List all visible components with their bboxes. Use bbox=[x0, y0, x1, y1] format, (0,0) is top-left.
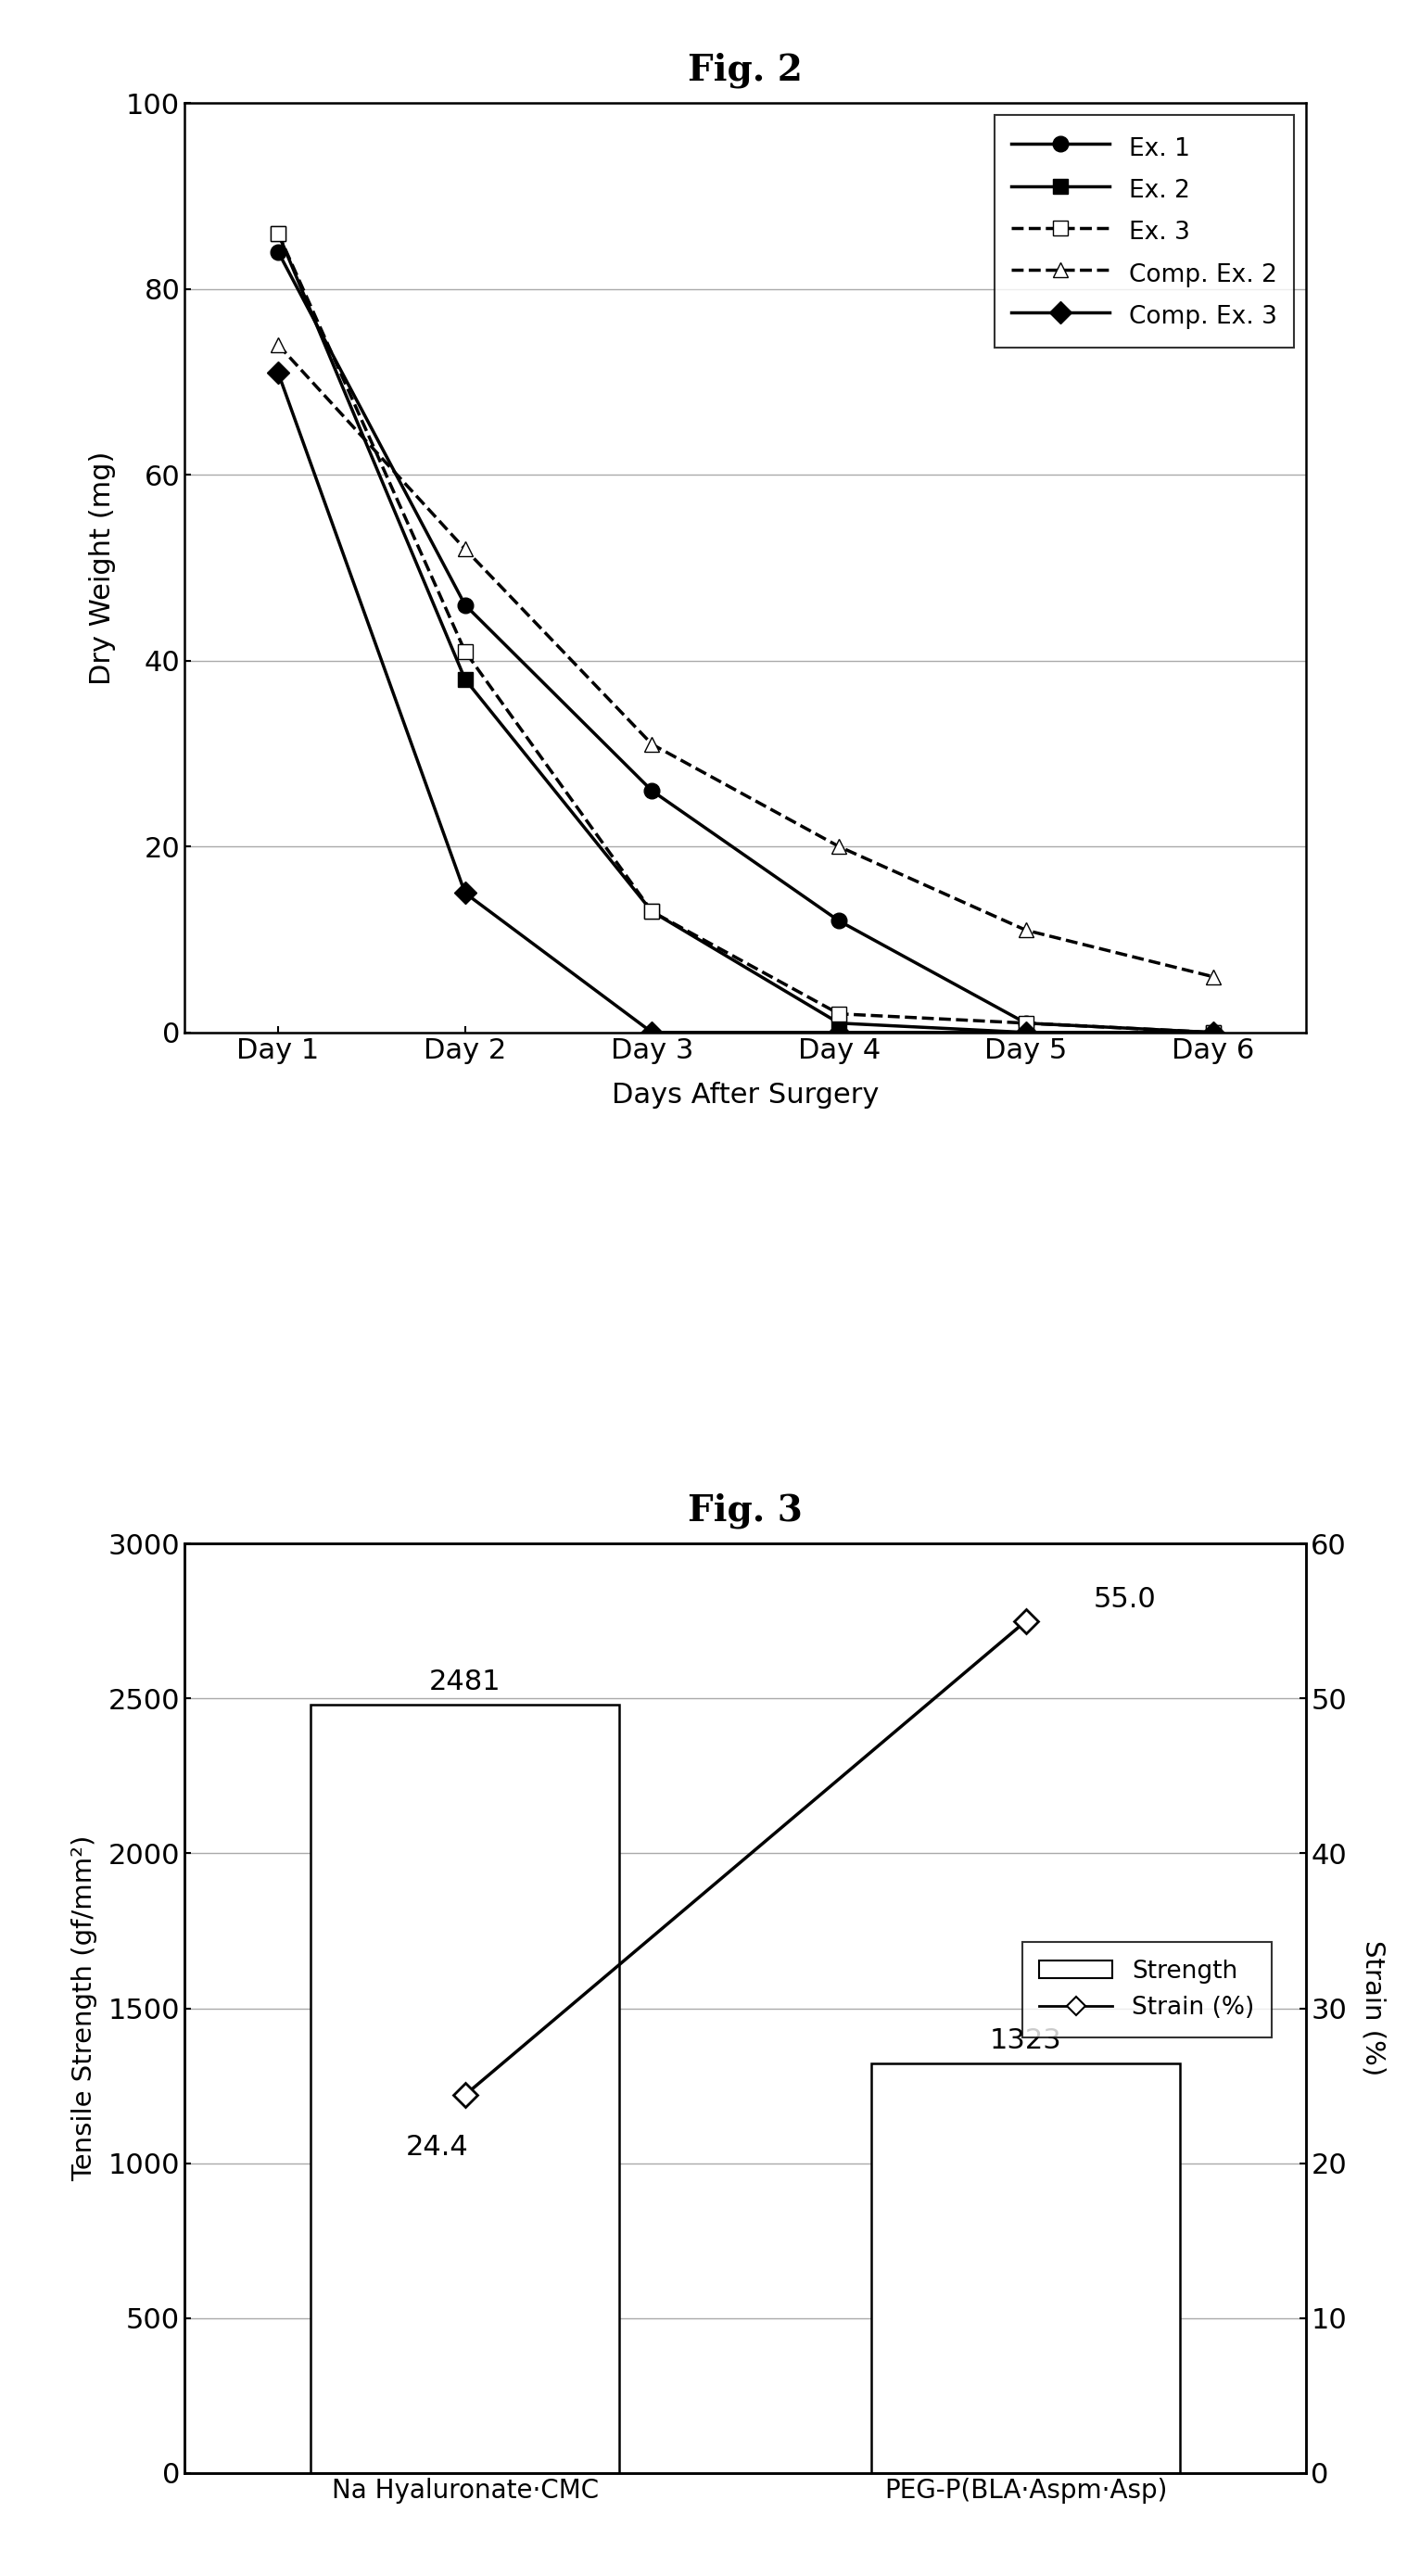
Line: Ex. 2: Ex. 2 bbox=[270, 227, 1221, 1041]
Legend: Strength, Strain (%): Strength, Strain (%) bbox=[1022, 1942, 1272, 2038]
Text: 24.4: 24.4 bbox=[406, 2133, 469, 2161]
Title: Fig. 2: Fig. 2 bbox=[689, 52, 802, 88]
Ex. 1 bbox=[1204, 1018, 1221, 1048]
Ex. 3 bbox=[1204, 1018, 1221, 1048]
Text: 55.0: 55.0 bbox=[1093, 1587, 1156, 1613]
Line: Ex. 3: Ex. 3 bbox=[270, 227, 1221, 1041]
Comp. Ex. 3 bbox=[456, 878, 473, 909]
Ex. 1 bbox=[1017, 1007, 1034, 1038]
Ex. 3 bbox=[270, 219, 287, 250]
Comp. Ex. 3 bbox=[1017, 1018, 1034, 1048]
Line: Ex. 1: Ex. 1 bbox=[270, 245, 1221, 1041]
Ex. 2 bbox=[1204, 1018, 1221, 1048]
Ex. 1 bbox=[643, 775, 660, 806]
Comp. Ex. 2 bbox=[1204, 961, 1221, 992]
Ex. 3 bbox=[643, 896, 660, 927]
Ex. 2 bbox=[456, 665, 473, 696]
Bar bbox=[311, 1705, 619, 2473]
Ex. 1 bbox=[831, 904, 848, 935]
Ex. 2 bbox=[270, 219, 287, 250]
Line: Comp. Ex. 3: Comp. Ex. 3 bbox=[270, 366, 1221, 1041]
Ex. 3 bbox=[831, 999, 848, 1030]
Ex. 3 bbox=[456, 636, 473, 667]
Y-axis label: Tensile Strength (gf/mm²): Tensile Strength (gf/mm²) bbox=[72, 1834, 98, 2182]
Text: 2481: 2481 bbox=[429, 1669, 501, 1695]
Ex. 1 bbox=[270, 237, 287, 268]
Line: Comp. Ex. 2: Comp. Ex. 2 bbox=[270, 337, 1221, 984]
Ex. 2 bbox=[1017, 1018, 1034, 1048]
Comp. Ex. 2 bbox=[643, 729, 660, 760]
Ex. 2 bbox=[831, 1007, 848, 1038]
Y-axis label: Strain (%): Strain (%) bbox=[1360, 1940, 1386, 2076]
Comp. Ex. 2 bbox=[831, 832, 848, 863]
Ex. 1 bbox=[456, 590, 473, 621]
Text: 1323: 1323 bbox=[990, 2027, 1062, 2053]
X-axis label: Days After Surgery: Days After Surgery bbox=[612, 1082, 879, 1108]
Ex. 2 bbox=[643, 896, 660, 927]
Comp. Ex. 3 bbox=[831, 1018, 848, 1048]
Legend: Ex. 1, Ex. 2, Ex. 3, Comp. Ex. 2, Comp. Ex. 3: Ex. 1, Ex. 2, Ex. 3, Comp. Ex. 2, Comp. … bbox=[994, 116, 1294, 348]
Comp. Ex. 2 bbox=[456, 533, 473, 564]
Comp. Ex. 3 bbox=[270, 358, 287, 389]
Comp. Ex. 2 bbox=[1017, 914, 1034, 945]
Title: Fig. 3: Fig. 3 bbox=[689, 1492, 802, 1528]
Comp. Ex. 2 bbox=[270, 330, 287, 361]
Bar bbox=[872, 2063, 1180, 2473]
Comp. Ex. 3 bbox=[643, 1018, 660, 1048]
Y-axis label: Dry Weight (mg): Dry Weight (mg) bbox=[89, 451, 116, 685]
Comp. Ex. 3 bbox=[1204, 1018, 1221, 1048]
Ex. 3 bbox=[1017, 1007, 1034, 1038]
